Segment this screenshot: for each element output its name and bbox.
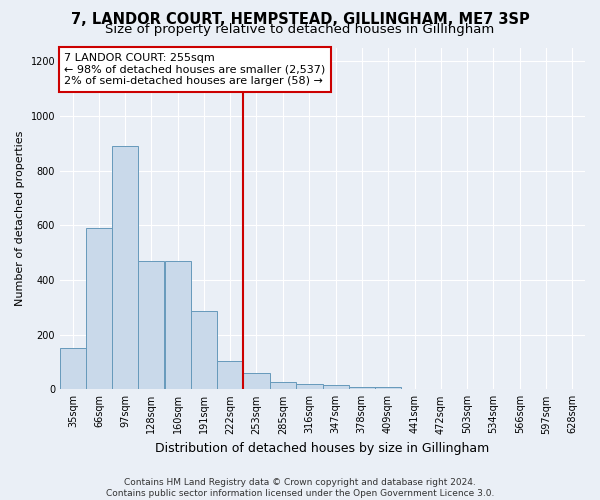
Bar <box>191 312 217 390</box>
Bar <box>374 386 401 390</box>
Bar <box>112 146 138 390</box>
Bar <box>323 385 349 390</box>
Bar <box>217 360 244 390</box>
Text: Size of property relative to detached houses in Gillingham: Size of property relative to detached ho… <box>106 22 494 36</box>
Bar <box>271 382 296 390</box>
Bar <box>244 373 269 390</box>
Bar <box>165 261 191 390</box>
Text: 7 LANDOR COURT: 255sqm
← 98% of detached houses are smaller (2,537)
2% of semi-d: 7 LANDOR COURT: 255sqm ← 98% of detached… <box>64 53 325 86</box>
Bar <box>60 348 86 390</box>
Bar <box>349 386 374 390</box>
Bar <box>138 261 164 390</box>
X-axis label: Distribution of detached houses by size in Gillingham: Distribution of detached houses by size … <box>155 442 490 455</box>
Bar <box>296 384 323 390</box>
Y-axis label: Number of detached properties: Number of detached properties <box>15 130 25 306</box>
Text: Contains HM Land Registry data © Crown copyright and database right 2024.
Contai: Contains HM Land Registry data © Crown c… <box>106 478 494 498</box>
Text: 7, LANDOR COURT, HEMPSTEAD, GILLINGHAM, ME7 3SP: 7, LANDOR COURT, HEMPSTEAD, GILLINGHAM, … <box>71 12 529 28</box>
Bar <box>86 228 112 390</box>
